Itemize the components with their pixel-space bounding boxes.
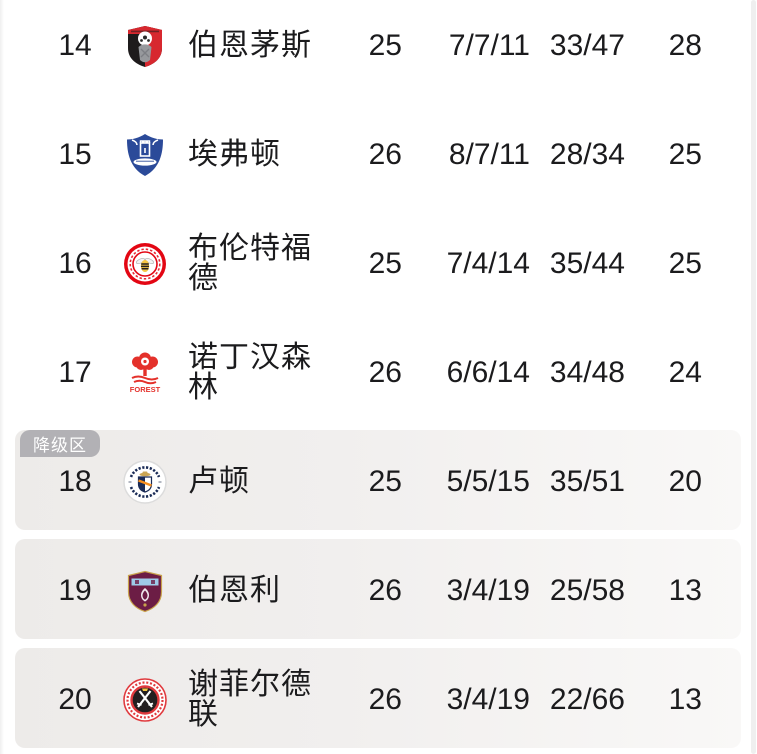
rank: 19 [58,573,92,607]
rank: 15 [58,137,92,171]
table-row[interactable]: 降级区 16 布伦特福德 25 7/4/14 35/44 25 [0,209,757,318]
burnley-crest-icon [112,568,178,614]
goals-for-against: 33/47 [549,28,625,62]
left-edge-divider [0,0,4,754]
goals-for-against: 35/44 [549,246,625,280]
goals-for-against: 25/58 [549,573,625,607]
points: 13 [668,682,702,716]
matches-played: 25 [368,28,402,62]
matches-played: 26 [368,355,402,389]
svg-text:FOREST: FOREST [130,385,161,394]
team-name: 埃弗顿 [188,137,281,171]
bournemouth-crest-icon [112,23,178,69]
table-row[interactable]: 降级区 18 卢顿 25 5/5/15 35/51 20 [0,427,757,536]
relegation-zone-tag: 降级区 [20,430,100,457]
luton-town-crest-icon [112,459,178,505]
table-row[interactable]: 降级区 15 埃弗顿 26 8/7/11 28/34 25 [0,100,757,209]
rank: 16 [58,246,92,280]
matches-played: 26 [368,573,402,607]
team-name: 伯恩茅斯 [188,28,312,62]
table-row[interactable]: 降级区 19 伯恩利 26 3/4/19 25/58 13 [0,536,757,645]
matches-played: 25 [368,464,402,498]
table-row[interactable]: 降级区 17 FOREST 诺丁汉森林 26 6/6/14 34/48 24 [0,318,757,427]
everton-crest-icon [112,132,178,178]
rank: 20 [58,682,92,716]
win-draw-loss: 7/7/11 [448,28,530,62]
brentford-crest-icon [112,241,178,287]
rank: 17 [58,355,92,389]
team-name: 布伦特福德 [188,231,312,295]
team-name: 伯恩利 [188,573,281,607]
win-draw-loss: 3/4/19 [446,573,530,607]
matches-played: 25 [368,246,402,280]
points: 13 [668,573,702,607]
rank: 14 [58,28,92,62]
points: 25 [668,137,702,171]
table-row[interactable]: 降级区 14 伯恩茅斯 25 7/7/11 33/47 28 [0,0,757,100]
win-draw-loss: 3/4/19 [446,682,530,716]
team-name: 卢顿 [188,464,250,498]
matches-played: 26 [368,137,402,171]
sheffield-united-crest-icon [112,677,178,723]
points: 24 [668,355,702,389]
team-name: 谢菲尔德联 [188,667,312,731]
goals-for-against: 35/51 [549,464,625,498]
win-draw-loss: 5/5/15 [446,464,530,498]
goals-for-against: 28/34 [549,137,625,171]
points: 20 [668,464,702,498]
goals-for-against: 34/48 [549,355,625,389]
goals-for-against: 22/66 [549,682,625,716]
nottingham-forest-crest-icon: FOREST [112,350,178,396]
win-draw-loss: 8/7/11 [448,137,530,171]
win-draw-loss: 6/6/14 [446,355,530,389]
points: 28 [668,28,702,62]
points: 25 [668,246,702,280]
win-draw-loss: 7/4/14 [446,246,530,280]
matches-played: 26 [368,682,402,716]
table-row[interactable]: 降级区 20 谢菲尔德联 26 3/4/19 22/66 13 [0,645,757,754]
scrollbar[interactable] [751,0,756,754]
team-name: 诺丁汉森林 [188,340,312,404]
rank: 18 [58,464,92,498]
